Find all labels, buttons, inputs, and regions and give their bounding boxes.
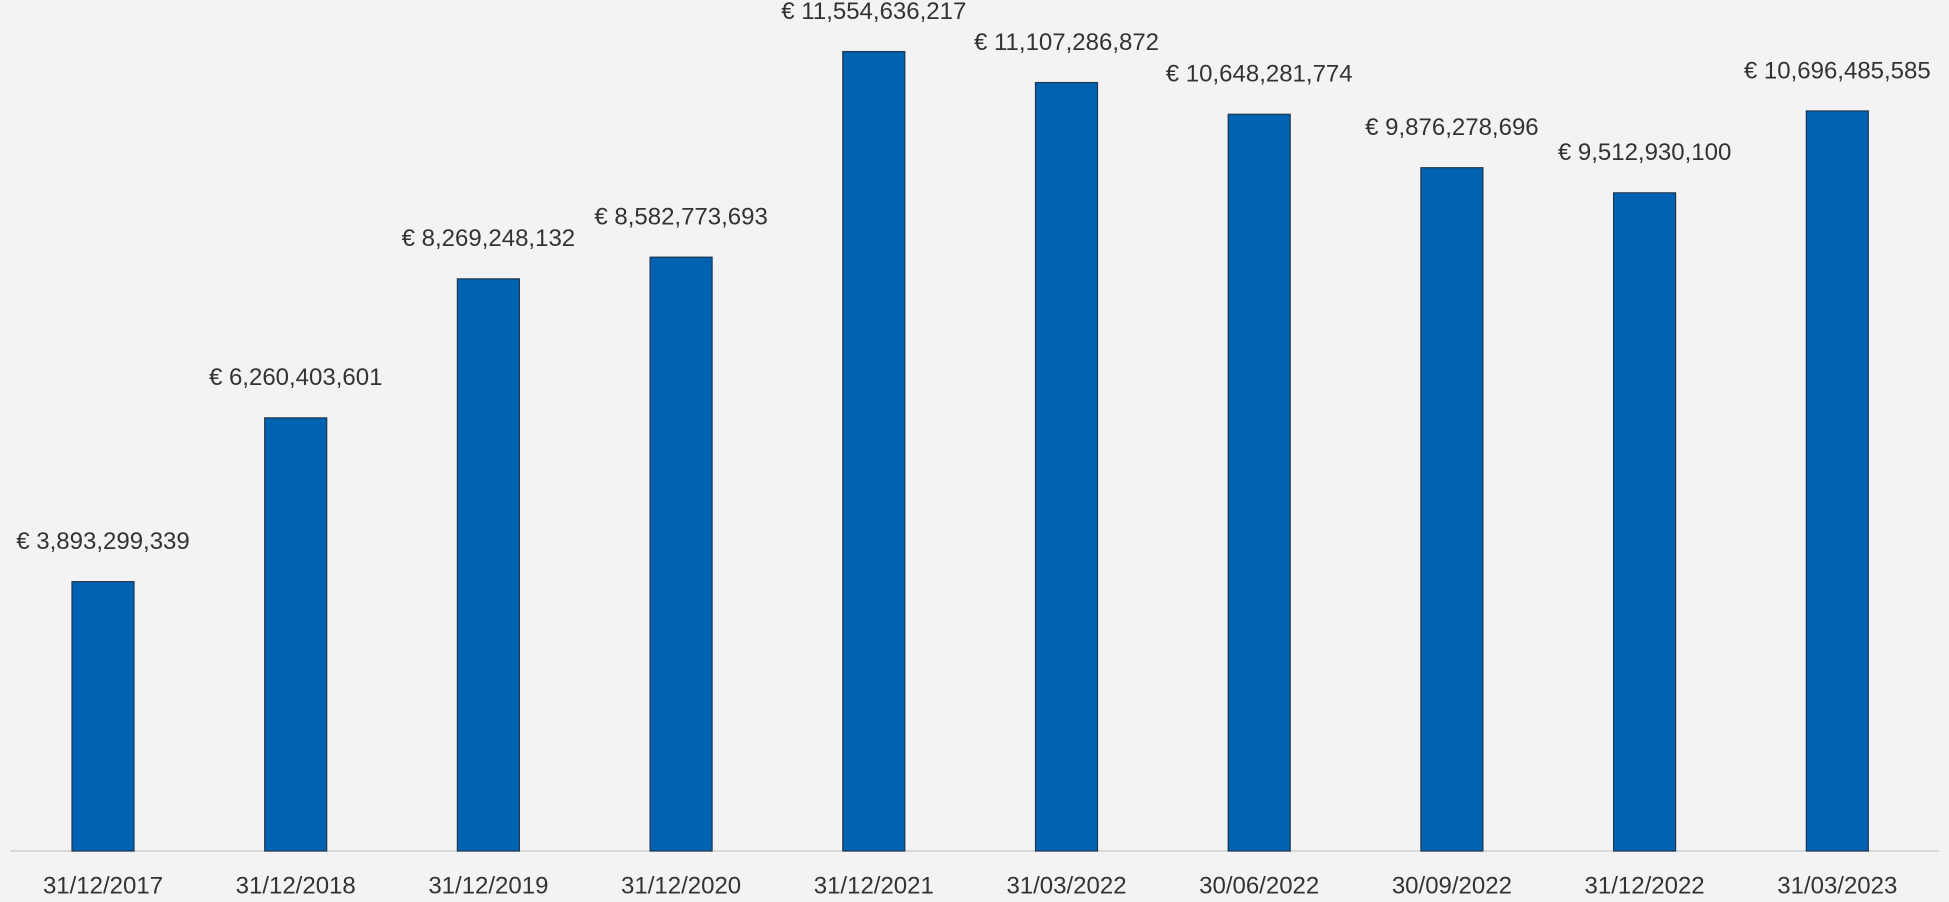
bar	[842, 50, 906, 852]
bar	[71, 581, 135, 852]
data-label: € 8,269,248,132	[402, 225, 576, 252]
data-label: € 10,648,281,774	[1166, 61, 1353, 88]
x-tick-label: 31/03/2022	[1006, 872, 1126, 899]
x-tick-label: 31/12/2021	[814, 872, 934, 899]
data-label: € 3,893,299,339	[16, 528, 190, 555]
data-label: € 10,696,485,585	[1744, 57, 1931, 84]
data-label: € 11,107,286,872	[974, 29, 1159, 56]
data-label: € 6,260,403,601	[209, 364, 383, 391]
bar	[1805, 110, 1869, 852]
bar	[1034, 81, 1099, 852]
x-tick-label: 31/12/2017	[43, 872, 163, 899]
x-tick-label: 31/12/2018	[236, 872, 356, 899]
data-label: € 9,512,930,100	[1558, 139, 1732, 166]
x-tick-label: 31/12/2022	[1585, 872, 1705, 899]
x-tick-label: 31/03/2023	[1777, 872, 1897, 899]
x-tick-label: 31/12/2019	[428, 872, 548, 899]
data-label: € 9,876,278,696	[1365, 114, 1539, 141]
bar	[1227, 113, 1291, 852]
bar	[264, 417, 328, 852]
bar	[456, 278, 520, 852]
x-tick-label: 30/09/2022	[1392, 872, 1512, 899]
x-tick-label: 31/12/2020	[621, 872, 741, 899]
data-label: € 11,554,636,217	[781, 0, 966, 25]
x-tick-label: 30/06/2022	[1199, 872, 1319, 899]
data-label: € 8,582,773,693	[594, 204, 768, 231]
bar	[1420, 167, 1484, 852]
bar	[649, 256, 713, 852]
bar	[1612, 192, 1677, 852]
